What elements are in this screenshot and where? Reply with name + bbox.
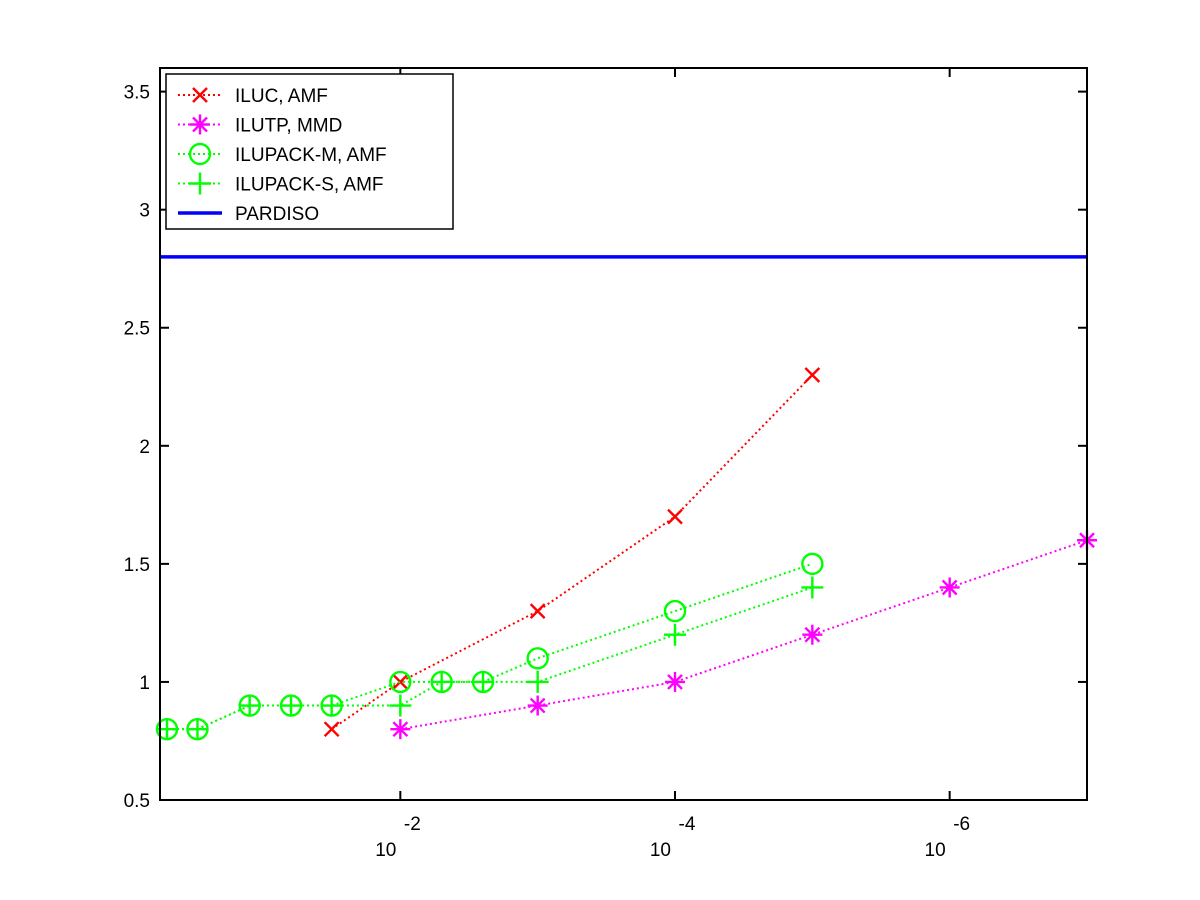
- data-point-3-10: [801, 576, 824, 599]
- legend-label: PARDISO: [235, 204, 319, 225]
- legend-marker-0: [192, 87, 208, 103]
- data-point-0-0: [323, 721, 340, 738]
- series-line-3: [167, 586, 813, 731]
- data-point-3-3: [280, 694, 303, 717]
- legend: ILUC, AMF ILUTP, MMD ILUPACK-M, AMF ILUPACK…: [165, 73, 454, 230]
- legend-marker-3: [189, 172, 211, 195]
- data-point-3-4: [320, 694, 343, 717]
- data-point-0-3: [667, 508, 683, 525]
- legend-box: [165, 73, 454, 230]
- data-point-2-10: [801, 552, 824, 576]
- data-point-3-8: [526, 670, 549, 693]
- x-tick-label-base: 10: [375, 840, 396, 861]
- x-tick-label-base: 10: [925, 840, 946, 861]
- data-point-3-1: [186, 718, 209, 741]
- data-point-2-9: [663, 599, 687, 623]
- y-tick-label: 0.5: [124, 791, 150, 812]
- data-point-3-2: [238, 694, 261, 717]
- data-point-1-1: [527, 695, 548, 716]
- legend-marker-1: [190, 114, 210, 135]
- data-point-1-4: [939, 577, 960, 598]
- data-point-0-4: [804, 367, 821, 383]
- legend-label: ILUPACK-S, AMF: [235, 175, 384, 196]
- ticks: 0.5 1 1.5 2 2.5 3 3.5 10 -2 10 -4 10 -6: [124, 68, 1087, 861]
- x-tick-label-exponent: -6: [953, 814, 970, 835]
- legend-entry-2: ILUPACK-M, AMF: [178, 142, 387, 166]
- y-tick-label: 3.5: [124, 83, 150, 104]
- data-point-3-5: [389, 694, 412, 717]
- data-point-0-2: [529, 603, 546, 619]
- legend-label: ILUTP, MMD: [235, 116, 342, 137]
- data-point-3-6: [430, 670, 453, 693]
- data-point-1-3: [802, 624, 823, 645]
- data-point-3-7: [472, 670, 495, 693]
- axes: [159, 67, 1088, 801]
- legend-entry-3: ILUPACK-S, AMF: [178, 172, 384, 196]
- series-3: [156, 576, 824, 741]
- data-point-0-1: [392, 674, 409, 690]
- y-tick-label: 1.5: [124, 555, 150, 576]
- legend-entry-0: ILUC, AMF: [178, 86, 328, 107]
- y-tick-label: 2.5: [124, 319, 150, 340]
- y-tick-label: 3: [139, 201, 150, 222]
- axes-frame: [159, 67, 1088, 801]
- data-point-1-0: [390, 719, 411, 740]
- series-0: [323, 367, 821, 738]
- y-tick-label: 2: [139, 437, 150, 458]
- legend-entry-1: ILUTP, MMD: [178, 114, 342, 137]
- legend-label: ILUPACK-M, AMF: [235, 145, 387, 166]
- y-tick-label: 1: [139, 673, 150, 694]
- series-line-1: [400, 539, 1088, 731]
- series-line-0: [331, 374, 814, 730]
- data-point-2-5: [389, 670, 412, 694]
- legend-entry-4: PARDISO: [178, 204, 319, 225]
- legend-label: ILUC, AMF: [235, 86, 328, 107]
- data-point-3-9: [663, 623, 686, 646]
- x-tick-label-exponent: -4: [679, 814, 696, 835]
- legend-marker-2: [188, 142, 212, 166]
- x-tick-label-base: 10: [650, 840, 671, 861]
- x-tick-label-exponent: -2: [404, 814, 421, 835]
- data-point-2-8: [526, 647, 549, 670]
- data-point-1-2: [664, 671, 685, 692]
